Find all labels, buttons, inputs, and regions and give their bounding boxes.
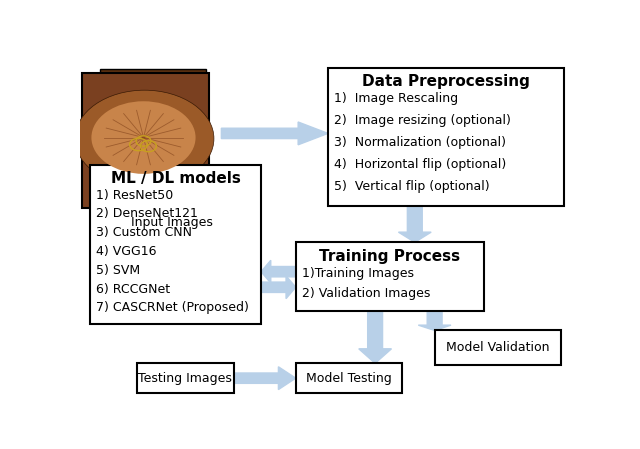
Text: Model Validation: Model Validation <box>446 341 550 354</box>
Text: 2) DenseNet121: 2) DenseNet121 <box>96 207 198 220</box>
Text: Data Preprocessing: Data Preprocessing <box>362 74 530 89</box>
Text: Training Process: Training Process <box>319 249 461 264</box>
Text: 2) Validation Images: 2) Validation Images <box>301 287 430 300</box>
FancyBboxPatch shape <box>83 73 209 208</box>
Text: 4) VGG16: 4) VGG16 <box>96 245 156 258</box>
FancyArrow shape <box>261 276 296 299</box>
FancyBboxPatch shape <box>435 330 561 365</box>
FancyBboxPatch shape <box>296 242 484 312</box>
Circle shape <box>75 90 214 187</box>
FancyBboxPatch shape <box>296 363 403 393</box>
Text: 1) ResNet50: 1) ResNet50 <box>96 189 173 202</box>
Text: Testing Images: Testing Images <box>138 371 232 384</box>
FancyBboxPatch shape <box>90 78 196 201</box>
Text: Input Images: Input Images <box>131 216 212 229</box>
Text: 7) CASCRNet (Proposed): 7) CASCRNet (Proposed) <box>96 301 249 314</box>
Text: 1)  Image Rescaling: 1) Image Rescaling <box>334 92 458 105</box>
Text: Model Testing: Model Testing <box>306 371 392 384</box>
Text: 5)  Vertical flip (optional): 5) Vertical flip (optional) <box>334 180 490 194</box>
Text: ML / DL models: ML / DL models <box>111 171 241 186</box>
FancyBboxPatch shape <box>100 70 207 192</box>
FancyBboxPatch shape <box>90 164 261 324</box>
FancyArrow shape <box>419 312 451 330</box>
Text: 2)  Image resizing (optional): 2) Image resizing (optional) <box>334 114 511 127</box>
FancyArrow shape <box>221 122 328 145</box>
FancyArrow shape <box>359 312 392 363</box>
FancyArrow shape <box>261 260 296 283</box>
Text: 4)  Horizontal flip (optional): 4) Horizontal flip (optional) <box>334 158 506 171</box>
Circle shape <box>92 101 196 174</box>
FancyArrow shape <box>399 206 431 242</box>
Text: 6) RCCGNet: 6) RCCGNet <box>96 282 170 295</box>
Text: 3) Custom CNN: 3) Custom CNN <box>96 226 192 239</box>
FancyBboxPatch shape <box>328 68 564 206</box>
Text: 5) SVM: 5) SVM <box>96 264 140 277</box>
FancyBboxPatch shape <box>137 363 234 393</box>
Text: 3)  Normalization (optional): 3) Normalization (optional) <box>334 136 506 149</box>
FancyArrow shape <box>234 367 296 390</box>
Text: 1)Training Images: 1)Training Images <box>301 267 413 280</box>
